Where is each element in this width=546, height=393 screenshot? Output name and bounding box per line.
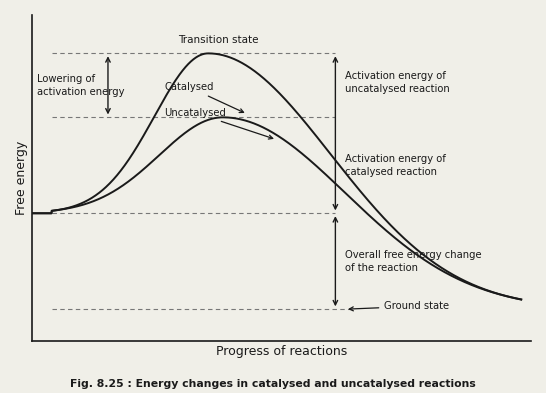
- Text: Ground state: Ground state: [349, 301, 449, 311]
- Text: Lowering of
activation energy: Lowering of activation energy: [37, 74, 124, 97]
- Text: Fig. 8.25 : Energy changes in catalysed and uncatalysed reactions: Fig. 8.25 : Energy changes in catalysed …: [70, 379, 476, 389]
- Text: Activation energy of
uncatalysed reaction: Activation energy of uncatalysed reactio…: [345, 71, 450, 94]
- Text: Overall free energy change
of the reaction: Overall free energy change of the reacti…: [345, 250, 482, 273]
- Text: Catalysed: Catalysed: [164, 82, 244, 112]
- Text: Uncatalysed: Uncatalysed: [164, 108, 273, 139]
- Text: Activation energy of
catalysed reaction: Activation energy of catalysed reaction: [345, 154, 446, 177]
- X-axis label: Progress of reactions: Progress of reactions: [216, 345, 347, 358]
- Text: Transition state: Transition state: [178, 35, 258, 45]
- Y-axis label: Free energy: Free energy: [15, 141, 28, 215]
